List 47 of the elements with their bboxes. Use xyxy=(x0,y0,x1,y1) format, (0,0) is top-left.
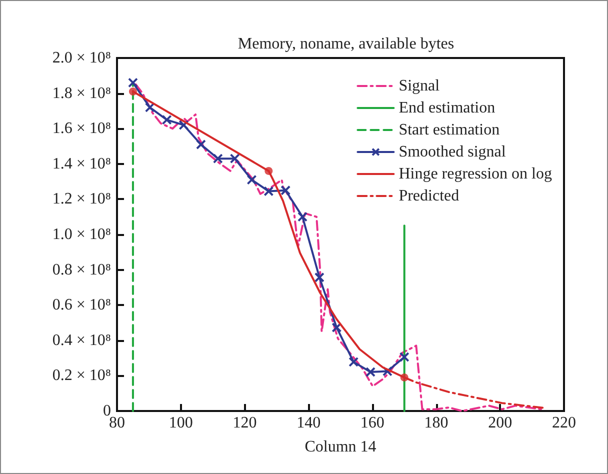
y-tick-label: 0.6 × 10⁸ xyxy=(52,296,111,314)
y-tick-label: 0 xyxy=(103,402,111,420)
y-tick-label: 1.8 × 10⁸ xyxy=(52,84,111,102)
point xyxy=(366,366,376,377)
y-tick-label: 1.4 × 10⁸ xyxy=(52,155,111,172)
point xyxy=(399,352,410,362)
y-tick-label: 0.8 × 10⁸ xyxy=(52,261,111,278)
point xyxy=(128,88,137,96)
point xyxy=(264,166,273,175)
y-tick-label: 0.4 × 10⁸ xyxy=(52,332,111,349)
y-tick-label: 2.0 × 10⁸ xyxy=(52,50,111,66)
x-tick-label: 180 xyxy=(424,414,448,432)
y-tick-label: 1.0 × 10⁸ xyxy=(52,226,111,243)
legend-label: Predicted xyxy=(398,188,460,204)
x-tick-label: 80 xyxy=(109,414,125,432)
point xyxy=(230,154,240,164)
legend-label: Smoothed signal xyxy=(398,144,506,160)
y-tick-label: 1.2 × 10⁸ xyxy=(52,190,111,208)
point xyxy=(348,356,359,367)
point xyxy=(212,154,223,164)
point xyxy=(400,373,408,382)
point xyxy=(280,185,291,196)
x-tick-label: 120 xyxy=(232,414,257,432)
chart-title: Memory, noname, available bytes xyxy=(238,36,454,52)
x-tick-label: 220 xyxy=(552,414,576,432)
point xyxy=(314,272,324,282)
x-axis-title: Column 14 xyxy=(304,438,376,456)
x-tick-label: 160 xyxy=(360,414,384,432)
legend-label: End estimation xyxy=(398,100,496,116)
point xyxy=(246,174,257,185)
point xyxy=(196,139,206,150)
legend-label: Hinge regression on log xyxy=(398,166,552,182)
x-tick-label: 200 xyxy=(488,414,512,432)
legend-label: Signal xyxy=(398,78,440,94)
y-tick-label: 0.2 × 10⁸ xyxy=(52,367,111,384)
x-tick-label: 100 xyxy=(168,414,193,432)
point xyxy=(144,102,155,112)
point xyxy=(128,78,138,88)
point xyxy=(178,120,189,130)
point xyxy=(382,366,392,376)
x-tick-label: 140 xyxy=(296,414,321,432)
point xyxy=(298,212,308,222)
y-tick-label: 1.6 × 10⁸ xyxy=(52,120,111,138)
point xyxy=(264,186,274,196)
point xyxy=(332,322,342,333)
point xyxy=(162,114,172,125)
legend-label: Start estimation xyxy=(398,122,500,138)
